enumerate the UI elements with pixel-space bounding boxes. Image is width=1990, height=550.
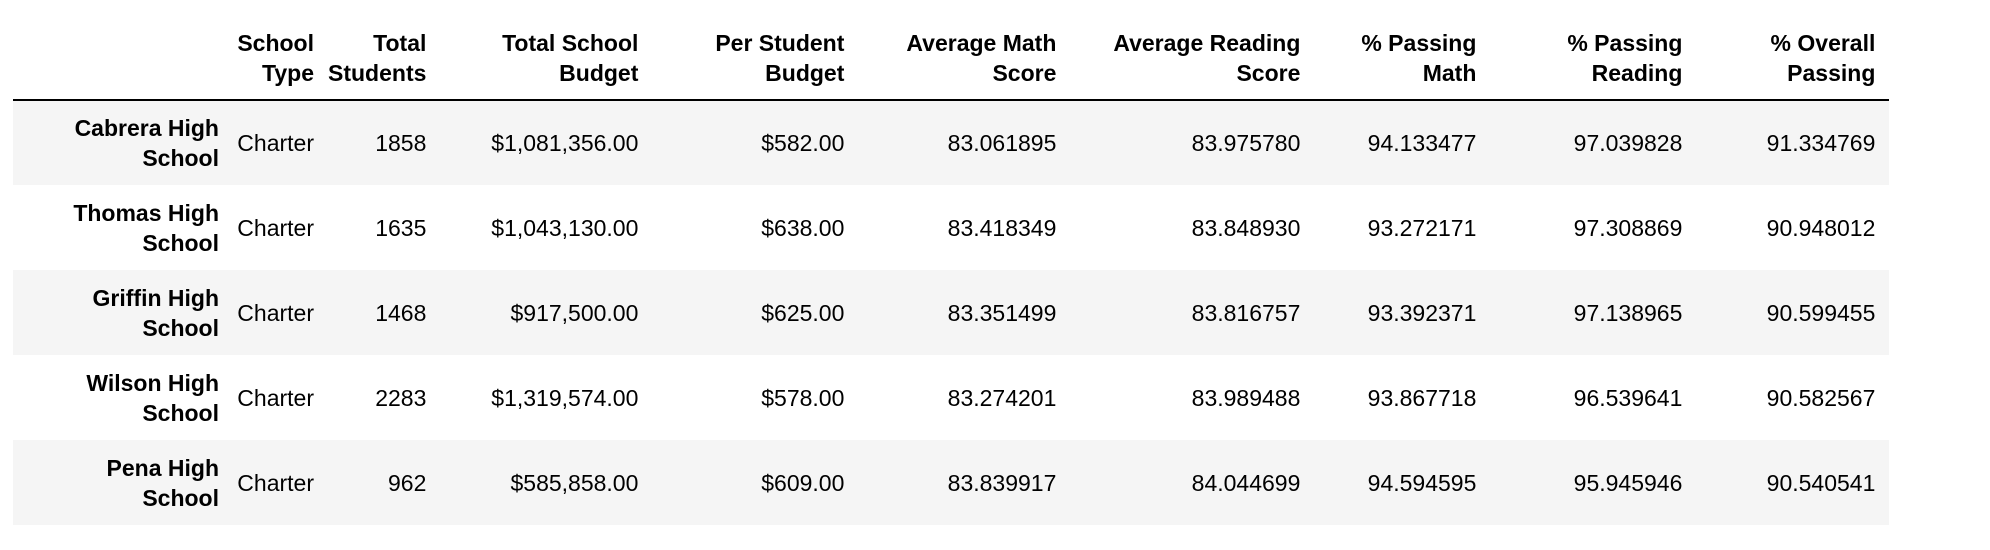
school-name-line: School <box>142 145 219 171</box>
school-name-line: Pena High <box>106 454 219 481</box>
cell-overall-passing: 90.599455 <box>1766 299 1876 326</box>
header-row: School Type Total Students Total School Bud… <box>13 22 1890 101</box>
cell-average-reading-score: 83.816757 <box>1191 299 1301 326</box>
row-index-school-name: Griffin High School <box>13 270 233 355</box>
cell-passing-math: 93.392371 <box>1367 299 1477 326</box>
cell-total-school-budget: $917,500.00 <box>510 299 639 326</box>
cell-school-type: Charter <box>237 214 314 241</box>
cell-total-students: 2283 <box>375 384 427 411</box>
cell-average-reading-score: 84.044699 <box>1191 469 1301 496</box>
header-total-students: Total Students <box>328 22 441 101</box>
cell-total-school-budget: $585,858.00 <box>510 469 639 496</box>
cell-total-school-budget: $1,043,130.00 <box>491 214 639 241</box>
school-name-line: Wilson High <box>86 369 219 396</box>
school-name-line: Thomas High <box>73 199 219 226</box>
cell-total-students: 1858 <box>375 130 427 156</box>
cell-average-math-score: 83.351499 <box>947 299 1057 326</box>
table-row: Griffin High School Charter 1468 $917,500.00… <box>13 270 1890 355</box>
cell-average-math-score: 83.274201 <box>947 384 1057 411</box>
cell-average-math-score: 83.061895 <box>947 130 1057 156</box>
cell-total-school-budget: $1,081,356.00 <box>491 130 639 156</box>
cell-total-students: 1635 <box>375 214 427 241</box>
header-overall-passing: % Overall Passing <box>1696 22 1890 101</box>
cell-per-student-budget: $638.00 <box>761 214 845 241</box>
row-index-school-name: Pena High School <box>13 440 233 525</box>
cell-passing-reading: 95.945946 <box>1573 469 1683 496</box>
school-name-line: School <box>142 314 219 341</box>
cell-average-reading-score: 83.989488 <box>1191 384 1301 411</box>
header-average-reading-score: Average Reading Score <box>1070 22 1315 101</box>
cell-passing-reading: 97.308869 <box>1573 214 1683 241</box>
cell-passing-math: 94.133477 <box>1367 130 1477 156</box>
row-index-school-name: Thomas High School <box>13 185 233 270</box>
table-header: School Type Total Students Total School Bud… <box>13 22 1890 101</box>
row-index-school-name: Wilson High School <box>13 355 233 440</box>
cell-passing-reading: 97.039828 <box>1573 130 1683 156</box>
school-name-line: Cabrera High <box>74 115 219 141</box>
cell-school-type: Charter <box>237 384 314 411</box>
cell-average-reading-score: 83.975780 <box>1191 130 1301 156</box>
cell-total-students: 1468 <box>375 299 427 326</box>
school-name-line: School <box>142 484 219 511</box>
cell-school-type: Charter <box>237 130 314 156</box>
school-name-line: School <box>142 399 219 426</box>
cell-per-student-budget: $625.00 <box>761 299 845 326</box>
cell-total-students: 962 <box>388 469 427 496</box>
cell-overall-passing: 90.582567 <box>1766 384 1876 411</box>
header-school-type: School Type <box>233 22 328 101</box>
cell-overall-passing: 90.948012 <box>1766 214 1876 241</box>
cell-per-student-budget: $582.00 <box>761 130 845 156</box>
summary-table: School Type Total Students Total School Bud… <box>13 22 1890 525</box>
school-name-line: School <box>142 229 219 256</box>
table-row: Cabrera High School Charter 1858 $1,081,356.… <box>13 100 1890 185</box>
cell-per-student-budget: $609.00 <box>761 469 845 496</box>
header-average-math-score: Average Math Score <box>858 22 1071 101</box>
cell-average-math-score: 83.418349 <box>947 214 1057 241</box>
cell-school-type: Charter <box>237 469 314 496</box>
header-per-student-budget: Per Student Budget <box>652 22 859 101</box>
table-body: Cabrera High School Charter 1858 $1,081,356.… <box>13 100 1890 525</box>
cell-passing-math: 93.867718 <box>1367 384 1477 411</box>
header-total-school-budget: Total School Budget <box>440 22 653 101</box>
cell-average-reading-score: 83.848930 <box>1191 214 1301 241</box>
cell-per-student-budget: $578.00 <box>761 384 845 411</box>
cell-overall-passing: 91.334769 <box>1766 130 1876 156</box>
table-row: Wilson High School Charter 2283 $1,319,574.0… <box>13 355 1890 440</box>
header-passing-reading: % Passing Reading <box>1490 22 1697 101</box>
cell-average-math-score: 83.839917 <box>947 469 1057 496</box>
cell-passing-math: 94.594595 <box>1367 469 1477 496</box>
cell-passing-reading: 96.539641 <box>1573 384 1683 411</box>
cell-passing-reading: 97.138965 <box>1573 299 1683 326</box>
cell-total-school-budget: $1,319,574.00 <box>491 384 639 411</box>
row-index-school-name: Cabrera High School <box>13 100 233 185</box>
cell-overall-passing: 90.540541 <box>1766 469 1876 496</box>
cell-school-type: Charter <box>237 299 314 326</box>
table-row: Thomas High School Charter 1635 $1,043,130.0… <box>13 185 1890 270</box>
cell-passing-math: 93.272171 <box>1367 214 1477 241</box>
school-name-line: Griffin High <box>92 284 219 311</box>
header-passing-math: % Passing Math <box>1314 22 1491 101</box>
header-index-blank <box>13 22 233 101</box>
table-row: Pena High School Charter 962 $585,858.00 $609… <box>13 440 1890 525</box>
